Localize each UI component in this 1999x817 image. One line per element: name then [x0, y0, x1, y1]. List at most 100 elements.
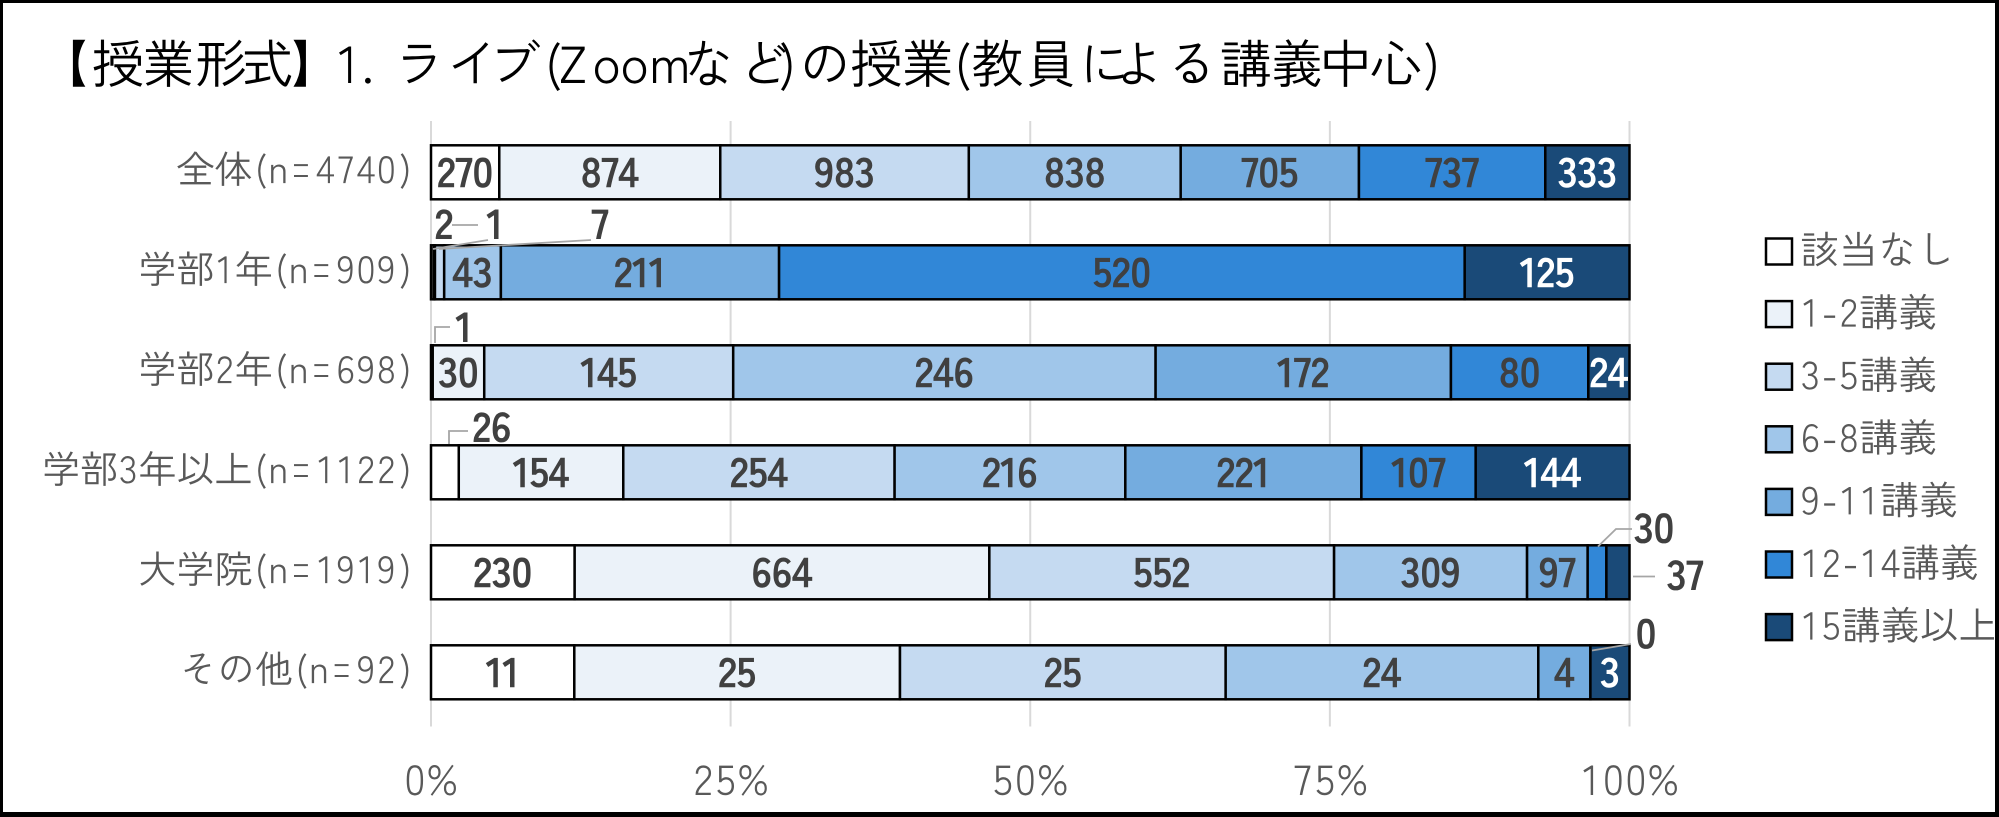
bar-segment-r4-s3 [1332, 544, 1529, 601]
data-label-r1-s4-glyphs [615, 257, 662, 288]
axis-label-1-glyphs [695, 764, 767, 796]
bar-segment-r4-s6 [1605, 544, 1631, 601]
callout-leader-5 [1597, 528, 1632, 548]
bar-segment-r4-s5 [1586, 544, 1608, 601]
bar-segment-r5-s2 [898, 644, 1227, 701]
data-label-r0-s1-glyphs [582, 157, 639, 188]
data-label-r3-s2-glyphs [730, 457, 788, 488]
data-label-r3-s1-glyphs [512, 457, 569, 488]
data-label-r0-s0-glyphs [438, 157, 492, 188]
bar-segment-r5-s0 [429, 644, 576, 701]
callout-label-r1-s0-glyphs [435, 209, 453, 239]
axis-label-3-glyphs [1294, 764, 1367, 796]
data-label-r2-s4-glyphs [1277, 357, 1329, 388]
data-label-r5-s4-glyphs [1554, 657, 1575, 688]
legend-label-1-glyphs [1803, 293, 1936, 330]
bar-segment-r5-s6 [1589, 644, 1631, 701]
legend-swatch-3 [1764, 425, 1794, 454]
legend-label-4-glyphs [1802, 481, 1957, 518]
axis-label-4-glyphs [1583, 764, 1677, 796]
data-label-r3-s3-glyphs [983, 457, 1037, 488]
legend-label-2-glyphs [1802, 356, 1936, 393]
axis-label-2-glyphs [994, 764, 1067, 796]
legend-swatch-5 [1764, 550, 1794, 579]
bar-segment-r2-s3 [731, 344, 1157, 401]
data-label-r5-s2-glyphs [1044, 657, 1081, 688]
data-label-r3-s5-glyphs [1391, 457, 1446, 488]
data-label-r2-s5-glyphs [1500, 357, 1539, 388]
bar-segment-r3-s4 [1124, 444, 1363, 501]
bar-segment-r0-s4 [1179, 144, 1361, 201]
data-label-r1-s5-glyphs [1093, 257, 1150, 288]
bar-row-5 [429, 644, 1631, 701]
bar-segment-r3-s2 [622, 444, 896, 501]
data-label-r5-s1-glyphs [719, 657, 756, 688]
data-label-r4-s3-glyphs [1401, 557, 1459, 588]
bar-segment-r3-s0 [429, 444, 461, 501]
category-label-1-glyphs [141, 250, 409, 289]
bar-row-0 [429, 144, 1631, 201]
legend-label-3-glyphs [1803, 418, 1936, 455]
callout-leader-2 [438, 239, 592, 250]
data-label-r0-s5-glyphs [1425, 157, 1479, 188]
data-label-r5-s0-glyphs [485, 657, 515, 688]
bar-segment-r1-s6 [1463, 244, 1631, 301]
data-label-r2-s3-glyphs [915, 357, 973, 388]
callout-label-r3-s0-glyphs [473, 412, 511, 443]
data-label-r5-s3-glyphs [1363, 657, 1402, 688]
data-label-r2-s1-glyphs [438, 357, 478, 388]
data-label-r5-s6-glyphs [1600, 657, 1619, 688]
callout-label-r4-s6-glyphs [1667, 560, 1704, 591]
bar-segment-r3-s3 [893, 444, 1127, 501]
legend-label-6-glyphs [1803, 606, 1994, 643]
data-label-r1-s3-glyphs [452, 257, 491, 288]
bar-segment-r1-s2 [433, 244, 446, 301]
callout-leader-3 [434, 326, 450, 343]
bar-segment-r2-s1 [431, 344, 486, 401]
category-label-2-glyphs [141, 350, 409, 389]
bar-segment-r5-s1 [573, 644, 902, 701]
callout-label-r1-s1-glyphs [486, 209, 499, 239]
data-label-r3-s4-glyphs [1217, 457, 1266, 488]
legend-swatch-2 [1764, 362, 1794, 391]
category-label-0-glyphs [177, 151, 409, 189]
bar-segment-r2-s6 [1587, 344, 1631, 401]
callout-label-r5-s5-glyphs [1637, 618, 1655, 649]
bar-segment-r1-s3 [442, 244, 503, 301]
legend-label-5-glyphs [1803, 544, 1978, 580]
data-label-r1-s6-glyphs [1519, 257, 1574, 288]
axis-label-0-glyphs [406, 764, 456, 796]
callout-leader-7 [1591, 643, 1632, 652]
callout-label-r1-s2-glyphs [591, 209, 609, 239]
category-label-4-glyphs [140, 551, 409, 589]
bar-segment-r4-s0 [429, 544, 576, 601]
category-label-3-glyphs [44, 450, 409, 489]
callout-leader-4 [448, 430, 468, 444]
bar-segment-r5-s4 [1537, 644, 1592, 701]
legend-swatch-0 [1764, 237, 1794, 266]
data-label-r2-s2-glyphs [580, 357, 636, 388]
data-label-r2-s6-glyphs [1590, 357, 1628, 388]
data-label-r4-s4-glyphs [1539, 557, 1576, 588]
chart-paint-layer [44, 39, 1994, 796]
data-label-r4-s1-glyphs [753, 557, 813, 588]
bar-row-3 [429, 444, 1631, 501]
callout-label-r4-s5-glyphs [1634, 513, 1673, 544]
data-label-r0-s4-glyphs [1241, 157, 1298, 188]
callout-label-r2-s0-glyphs [455, 312, 468, 342]
data-label-r4-s2-glyphs [1133, 557, 1190, 588]
data-label-r4-s0-glyphs [474, 557, 531, 588]
bar-row-2 [429, 344, 1631, 401]
category-label-5-glyphs [184, 651, 409, 689]
data-label-r3-s6-glyphs [1523, 457, 1581, 488]
legend-label-0-glyphs [1801, 231, 1949, 267]
bar-segment-r2-s5 [1449, 344, 1590, 401]
bar-row-4 [429, 544, 1631, 601]
callout-leader-1 [432, 239, 489, 250]
bar-segment-r2-s2 [482, 344, 735, 401]
data-label-r0-s3-glyphs [1045, 157, 1104, 188]
bar-row-1 [429, 244, 1631, 301]
bar-segment-r4-s4 [1525, 544, 1589, 601]
data-label-r0-s6-glyphs [1558, 157, 1616, 188]
